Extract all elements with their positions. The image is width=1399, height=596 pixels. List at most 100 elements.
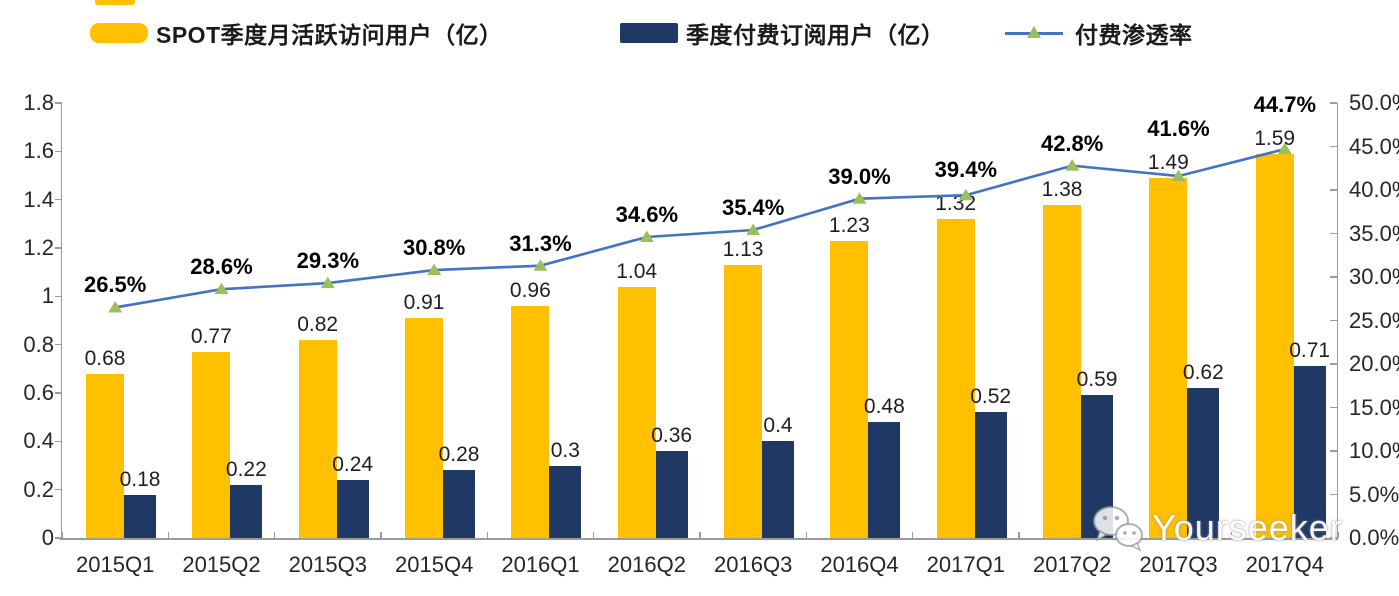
right-axis-line [1336,103,1338,538]
penetration-label-2015Q1: 26.5% [83,272,147,298]
bar-label-subscribers-2015Q2: 0.22 [225,457,267,481]
bar-mau-2015Q4 [405,318,443,538]
bar-label-mau-2017Q3: 1.49 [1147,150,1189,174]
subscribers-series-swatch [620,23,678,43]
left-axis-tick-label: 0 [41,525,54,550]
bar-label-mau-2017Q1: 1.32 [935,192,977,215]
left-axis-tick [55,537,62,539]
penetration-label-2017Q2: 42.8% [1040,130,1104,156]
x-axis-category-label: 2016Q3 [714,552,793,577]
left-axis-tick [55,440,62,443]
bar-subscribers-2017Q1 [974,412,1007,538]
bar-subscribers-2015Q3 [336,480,369,538]
left-axis-tick-label: 1 [41,283,54,309]
left-axis-tick-label: 0.6 [23,380,54,405]
right-axis-tick-label: 10.0% [1349,438,1399,463]
bar-subscribers-2017Q3 [1187,388,1220,538]
right-axis-tick [1330,102,1337,104]
legend-item-penetration: 付费渗透率 [1005,18,1193,48]
penetration-marker-2016Q2 [639,230,654,242]
left-axis-tick [55,150,62,153]
bar-subscribers-2016Q3 [762,441,794,538]
bar-label-subscribers-2015Q3: 0.24 [332,453,374,476]
bar-subscribers-2016Q4 [868,422,901,538]
bar-label-mau-2015Q3: 0.82 [297,312,339,336]
x-axis-tick [486,532,489,538]
right-axis-tick [1330,450,1337,452]
left-axis-tick [55,392,62,394]
right-axis-tick [1330,319,1337,322]
bar-mau-2015Q2 [192,351,231,538]
legend-label-subscribers: 季度付费订阅用户（亿） [686,22,945,48]
bar-label-subscribers-2015Q1: 0.18 [119,467,161,491]
left-axis-tick [55,343,62,346]
mau-series-swatch [90,23,148,43]
x-axis-category-label: 2017Q4 [1245,552,1324,577]
penetration-line [114,147,1286,309]
bar-label-subscribers-2017Q4: 0.71 [1289,339,1331,363]
bar-mau-2016Q1 [511,306,550,538]
bar-label-mau-2015Q4: 0.91 [403,291,445,315]
penetration-marker-2016Q4 [852,192,867,204]
bar-subscribers-2016Q1 [549,465,582,538]
legend-label-mau: SPOT季度月活跃访问用户（亿） [156,22,503,48]
left-axis-tick [55,247,62,249]
x-axis-tick [273,532,276,538]
left-axis-tick [55,102,62,104]
left-axis-tick [55,198,62,201]
legend-label-penetration: 付费渗透率 [1075,22,1193,48]
watermark: Yourseeker [1090,502,1343,554]
triangle-marker-icon [1027,26,1041,38]
bar-label-mau-2015Q2: 0.77 [190,324,232,348]
penetration-marker-2015Q2 [214,282,229,295]
x-axis-tick [592,532,595,538]
left-axis-tick-label: 1.2 [23,235,54,260]
bar-subscribers-2016Q2 [655,451,688,538]
x-axis-category-label: 2016Q1 [501,552,580,577]
bar-label-subscribers-2016Q1: 0.3 [550,438,580,462]
penetration-label-2017Q3: 41.6% [1147,115,1210,141]
right-axis-tick-label: 20.0% [1349,351,1399,376]
bar-label-subscribers-2017Q2: 0.59 [1076,368,1118,392]
left-axis-line [60,103,62,538]
right-axis-tick [1330,406,1337,409]
x-axis-category-label: 2015Q1 [76,552,155,577]
bar-label-mau-2016Q4: 1.23 [828,213,870,237]
right-axis-tick-label: 35.0% [1349,220,1399,246]
x-axis-tick [1230,532,1233,538]
penetration-marker-2015Q4 [427,263,442,276]
left-axis-tick-label: 0.4 [23,428,54,454]
right-axis-tick-label: 50.0% [1349,90,1399,115]
right-axis-tick [1330,493,1337,496]
x-axis-tick [1018,532,1020,538]
bar-label-subscribers-2017Q3: 0.62 [1182,361,1224,385]
x-axis-category-label: 2017Q3 [1139,552,1218,577]
left-axis-tick-label: 0.8 [23,331,54,357]
wechat-icon [1093,506,1143,552]
bar-label-subscribers-2016Q2: 0.36 [651,424,693,447]
penetration-label-2016Q1: 31.3% [509,230,572,256]
legend-swatch-artifact [95,0,135,5]
bar-subscribers-2015Q4 [443,470,475,538]
right-axis-tick [1330,145,1337,148]
bar-mau-2017Q3 [1149,177,1188,538]
right-axis-tick-label: 45.0% [1349,133,1399,159]
x-axis-category-label: 2016Q4 [820,552,899,577]
penetration-marker-2015Q3 [320,276,335,289]
x-axis-category-label: 2015Q2 [182,552,261,577]
penetration-marker-2016Q3 [746,223,761,236]
legend-item-subscribers: 季度付费订阅用户（亿） [620,18,945,48]
right-axis-tick-label: 0.0% [1349,525,1399,550]
right-axis-tick-label: 40.0% [1349,177,1399,202]
penetration-marker-2017Q2 [1065,159,1080,171]
penetration-label-2017Q1: 39.4% [934,157,998,182]
x-axis-category-label: 2015Q4 [395,552,474,577]
right-axis-tick-label: 5.0% [1349,481,1399,507]
right-axis-tick-label: 25.0% [1349,307,1399,333]
x-axis-category-label: 2015Q3 [288,552,367,577]
x-axis-tick [380,532,382,538]
right-axis-tick [1330,276,1337,278]
right-axis-tick-label: 15.0% [1349,394,1399,420]
penetration-label-2015Q2: 28.6% [190,254,253,280]
watermark-text: Yourseeker [1152,507,1343,548]
